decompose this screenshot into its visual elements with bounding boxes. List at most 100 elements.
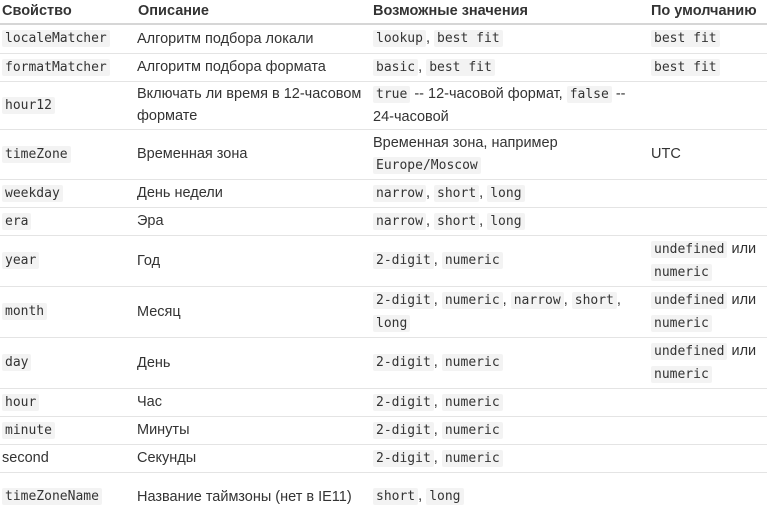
values-cell: 2-digit, numeric [371,443,649,472]
header-property: Свойство [2,3,72,19]
text-fragment: , [425,30,435,47]
property-name: second [2,450,49,466]
code-value: best fit [434,30,503,48]
default-cell: undefined или numeric [649,234,767,286]
description-cell: День недели [136,178,371,207]
text-fragment: , [418,58,427,75]
table-row: hour Час 2-digit, numeric [0,387,767,416]
table-row: month Месяц 2-digit, numeric, narrow, shor… [0,285,767,337]
text-fragment: Временная зона, например [373,134,558,151]
code-value: false [566,85,612,103]
default-cell [649,415,767,444]
header-values: Возможные значения [373,3,528,19]
property-cell: formatMatcher [0,52,136,81]
default-cell [649,443,767,472]
default-cell [649,178,767,207]
property-cell: minute [0,415,136,444]
values-cell: Временная зона, например Europe/Moscow [371,128,649,179]
property-name: year [2,252,40,269]
values-cell: 2-digit, numeric [371,234,649,286]
text-fragment: , [433,393,442,410]
description-cell: Час [136,387,371,416]
header-description: Описание [138,3,209,19]
description-cell: Алгоритм подбора формата [136,52,371,81]
text-fragment: , [563,291,572,308]
code-value: numeric [651,365,712,383]
text-fragment: или [727,342,757,359]
default-cell [649,80,767,129]
text-fragment: , [433,252,442,268]
code-value: 2-digit [373,252,434,269]
code-value: basic [373,58,419,76]
property-cell: month [0,285,136,337]
text-fragment: -- 24-часовой [373,85,626,125]
text-fragment: , [479,184,488,201]
text-fragment: , [433,421,442,438]
code-value: best fit [426,58,495,76]
values-cell: 2-digit, numeric, narrow, short, long [371,285,649,337]
values-cell: true -- 12-часовой формат, false -- 24-ч… [371,80,649,129]
property-cell: timeZone [0,128,136,179]
code-value: narrow [373,212,426,230]
default-cell: best fit [649,23,767,53]
code-value: short [373,488,419,506]
text-fragment: или [727,291,757,308]
table-row: hour12 Включать ли время в 12-часовом фор… [0,80,767,129]
default-cell: best fit [649,52,767,81]
property-name: timeZone [2,145,71,163]
default-cell: undefined или numeric [649,285,767,337]
code-value: short [434,212,480,230]
property-cell: hour [0,387,136,416]
values-cell: 2-digit, numeric [371,336,649,388]
table-row: day День 2-digit, numeric undefined или num… [0,336,767,388]
table-row: timeZoneName Название таймзоны (нет в IE1… [0,471,767,521]
text-fragment: , [433,449,442,466]
code-value: numeric [441,291,503,309]
values-cell: narrow, short, long [371,178,649,207]
property-cell: timeZoneName [0,471,136,521]
code-value: true [373,85,411,103]
code-value: 2-digit [373,421,434,439]
table-row: second Секунды 2-digit, numeric [0,443,767,472]
text-fragment: -- 12-часовой формат, [410,85,567,102]
code-value: best fit [651,58,720,76]
code-value: numeric [651,263,712,281]
code-value: numeric [441,449,503,467]
values-cell: lookup, best fit [371,23,649,53]
default-cell [649,387,767,416]
code-value: numeric [441,252,503,269]
code-value: undefined [651,240,728,258]
header-default: По умолчанию [651,3,757,19]
default-cell [649,471,767,521]
property-cell: weekday [0,178,136,207]
description-cell: Эра [136,206,371,235]
text-fragment: , [418,488,427,505]
table-body: localeMatcher Алгоритм подбора локали look… [0,23,767,521]
default-cell: undefined или numeric [649,336,767,388]
code-value: best fit [651,30,720,48]
values-cell: basic, best fit [371,52,649,81]
default-cell [649,206,767,235]
values-cell: 2-digit, numeric [371,415,649,444]
property-name: hour12 [2,96,55,114]
text-fragment: , [433,291,442,308]
property-cell: hour12 [0,80,136,129]
code-value: undefined [651,291,728,309]
property-cell: era [0,206,136,235]
property-cell: day [0,336,136,388]
property-name: localeMatcher [2,30,110,48]
table-row: weekday День недели narrow, short, long [0,178,767,207]
code-value: narrow [373,184,426,202]
description-cell: Секунды [136,443,371,472]
code-value: numeric [441,421,503,439]
code-value: lookup [373,30,426,48]
property-cell: localeMatcher [0,23,136,53]
code-value: numeric [441,393,503,411]
text-fragment: , [502,291,511,308]
code-value: long [426,488,464,506]
code-value: 2-digit [373,354,434,371]
property-name: era [2,212,32,230]
code-value: narrow [510,291,564,309]
table-row: localeMatcher Алгоритм подбора локали look… [0,23,767,53]
